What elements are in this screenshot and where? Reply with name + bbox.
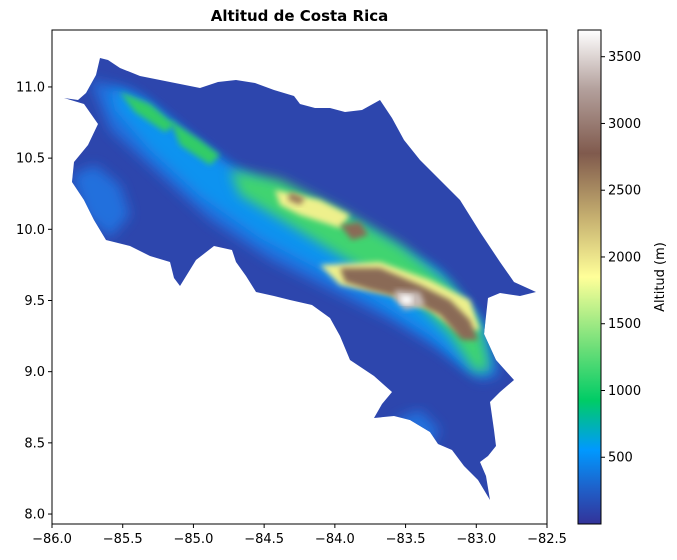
colorbar-tick-label: 3000 bbox=[608, 117, 641, 132]
colorbar-tick-label: 1500 bbox=[608, 317, 641, 332]
x-tick-label: −83.5 bbox=[386, 532, 426, 547]
colorbar-tick-label: 1000 bbox=[608, 384, 641, 399]
y-tick-label: 8.0 bbox=[24, 508, 45, 523]
colorbar-tick-label: 3500 bbox=[608, 50, 641, 65]
x-tick-label: −82.5 bbox=[527, 532, 567, 547]
colorbar-label: Altitud (m) bbox=[653, 242, 668, 312]
elevation-zone bbox=[170, 120, 220, 165]
y-tick-label: 8.5 bbox=[24, 436, 45, 451]
x-tick-label: −83.0 bbox=[456, 532, 496, 547]
x-tick-label: −84.5 bbox=[244, 532, 284, 547]
y-tick-label: 11.0 bbox=[16, 80, 45, 95]
chart-title: Altitud de Costa Rica bbox=[211, 7, 388, 25]
x-tick-label: −85.5 bbox=[103, 532, 143, 547]
x-tick-label: −84.0 bbox=[315, 532, 355, 547]
x-tick-label: −85.0 bbox=[174, 532, 214, 547]
axes-frame bbox=[51, 29, 548, 525]
elevation-zone bbox=[120, 92, 175, 132]
y-tick-label: 9.5 bbox=[24, 294, 45, 309]
elevation-zone bbox=[230, 170, 490, 372]
elevation-zone bbox=[288, 192, 305, 205]
colorbar-tick-label: 2000 bbox=[608, 250, 641, 265]
elevation-zone bbox=[340, 268, 478, 340]
x-tick-label: −86.0 bbox=[32, 532, 72, 547]
elevation-zone bbox=[400, 295, 412, 304]
elevation-zone bbox=[72, 165, 130, 238]
y-tick-label: 10.0 bbox=[16, 223, 45, 238]
y-tick-label: 10.5 bbox=[16, 152, 45, 167]
colorbar-tick-label: 500 bbox=[608, 451, 633, 466]
y-tick-label: 9.0 bbox=[24, 365, 45, 380]
elevation-zone bbox=[340, 222, 368, 240]
colorbar-gradient bbox=[577, 29, 602, 525]
colorbar-tick-label: 2500 bbox=[608, 184, 641, 199]
colorbar: 500 1000 1500 2000 2500 3000 3500 Altitud (m) bbox=[577, 29, 668, 525]
